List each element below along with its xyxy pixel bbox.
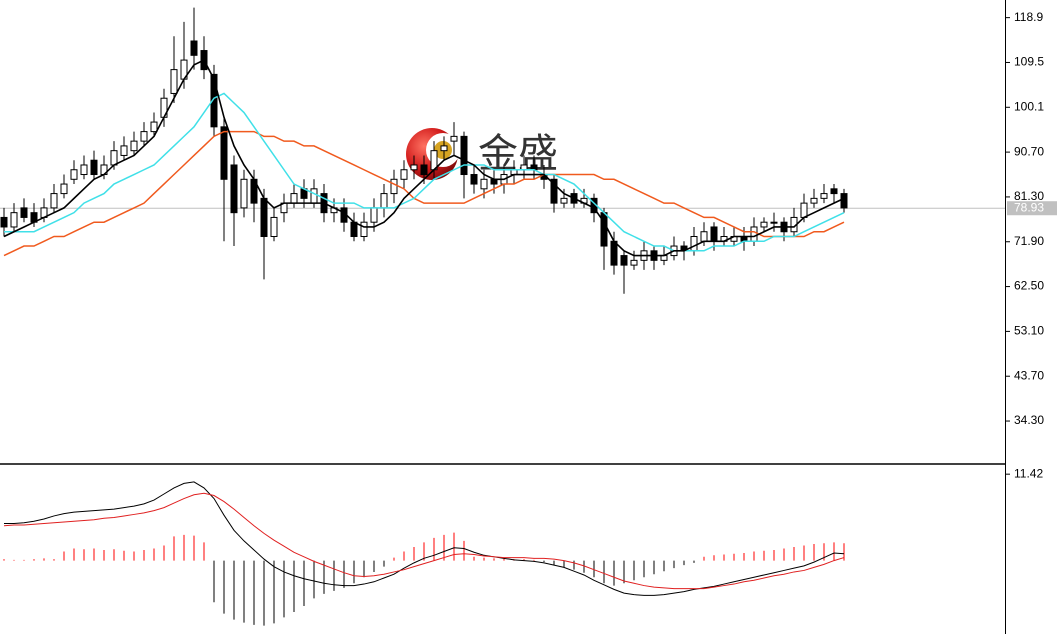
candle-body (810, 197, 818, 204)
y-tick-label: 118.9 (1014, 10, 1043, 24)
y-tick-label: 53.10 (1014, 324, 1044, 338)
current-price-label: 78.93 (1014, 200, 1044, 214)
candle-body (420, 164, 428, 176)
candle-body (620, 255, 628, 266)
y-tick-label: 71.90 (1014, 234, 1044, 248)
candle-body (360, 221, 368, 238)
candle-body (210, 73, 218, 128)
candle-body (450, 135, 458, 142)
candle-body (560, 197, 568, 204)
candle-body (20, 207, 28, 218)
candle-body (240, 178, 248, 209)
y-tick-label: 81.30 (1014, 189, 1044, 203)
indicator-line (3, 492, 845, 590)
y-tick-label: 109.5 (1014, 55, 1044, 69)
candle-body (290, 193, 298, 204)
y-tick-label: 43.70 (1014, 368, 1044, 382)
candle-body (10, 212, 18, 228)
candle-body (350, 221, 358, 238)
candle-body (110, 150, 118, 166)
candle-body (750, 226, 758, 242)
candle-body (840, 193, 848, 209)
candle-body (170, 69, 178, 94)
candle-body (410, 164, 418, 171)
candle-body (470, 174, 478, 185)
candle-body (800, 202, 808, 218)
candle-body (630, 259, 638, 266)
candle-body (390, 178, 398, 195)
candle-body (120, 145, 128, 156)
indicator-line (3, 59, 845, 257)
candle-body (230, 164, 238, 214)
candle-body (480, 178, 488, 190)
candle-body (140, 131, 148, 142)
candle-body (70, 169, 78, 180)
candle-body (400, 169, 408, 180)
candle-body (820, 193, 828, 199)
candle-body (190, 40, 198, 56)
candle-body (370, 207, 378, 223)
candle-body (90, 159, 98, 176)
indicator-line (4, 481, 845, 596)
candle-body (600, 212, 608, 247)
candle-body (440, 145, 448, 152)
indicator-line (3, 130, 845, 257)
candle-body (380, 193, 388, 209)
y-tick-label: 90.70 (1014, 144, 1044, 158)
candle-body (610, 240, 618, 266)
candle-body (50, 193, 58, 209)
candle-body (130, 140, 138, 152)
candle-body (550, 178, 558, 204)
candle-body (770, 221, 778, 224)
candle-body (80, 164, 88, 176)
candle-body (690, 236, 698, 252)
candle-body (310, 188, 318, 204)
y-tick-label: 11.42 (1014, 466, 1043, 480)
y-tick-label: 34.30 (1014, 413, 1044, 427)
candle-body (710, 226, 718, 242)
candle-body (270, 216, 278, 238)
candle-body (830, 188, 838, 195)
candle-body (0, 216, 8, 228)
candle-body (460, 135, 468, 176)
candle-body (60, 183, 68, 195)
y-tick-label: 62.50 (1014, 279, 1044, 293)
current-price-box (1007, 201, 1057, 216)
candle-body (260, 197, 268, 238)
candle-body (150, 121, 158, 133)
y-tick-label: 100.1 (1014, 99, 1044, 113)
indicator-line (4, 92, 845, 252)
candle-body (700, 231, 708, 242)
candle-body (760, 221, 768, 228)
candle-body (220, 126, 228, 180)
